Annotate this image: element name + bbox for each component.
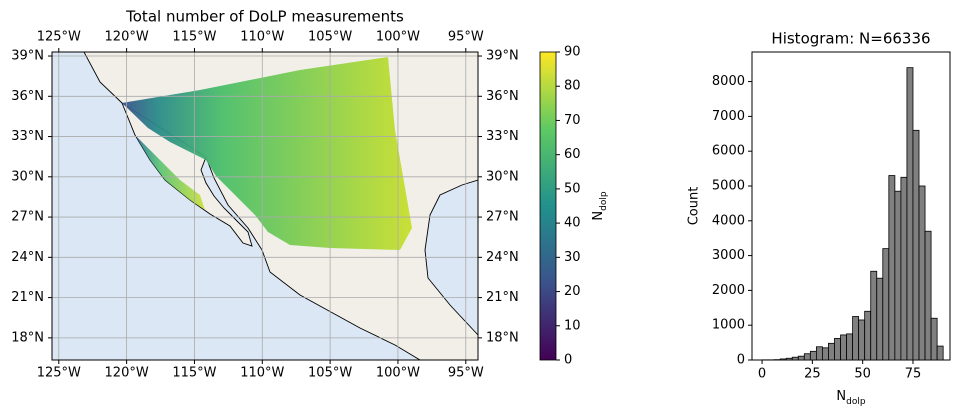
bar bbox=[882, 248, 890, 361]
y-tick-label: 21°N bbox=[486, 290, 519, 305]
map-title: Total number of DoLP measurements bbox=[125, 8, 404, 26]
x-tick-label: 100°W bbox=[376, 366, 420, 381]
bar bbox=[785, 357, 793, 361]
colorbar-tick-label: 90 bbox=[564, 45, 581, 60]
colorbar-label-sub: dolp bbox=[599, 191, 609, 211]
y-tick-label: 4000 bbox=[712, 213, 745, 228]
x-tick-label: 105°W bbox=[308, 366, 352, 381]
bar bbox=[888, 175, 896, 361]
bar bbox=[815, 346, 823, 361]
y-tick-label: 27°N bbox=[11, 210, 44, 225]
y-tick-label: 2000 bbox=[712, 283, 745, 298]
colorbar-tick-label: 80 bbox=[564, 79, 581, 94]
bar bbox=[797, 355, 805, 361]
bar bbox=[840, 334, 847, 361]
map bbox=[52, 52, 478, 360]
bar bbox=[834, 338, 841, 361]
y-tick-label: 21°N bbox=[11, 290, 44, 305]
x-tick-label: 115°W bbox=[172, 30, 216, 45]
bar bbox=[894, 190, 902, 361]
bar bbox=[828, 342, 835, 361]
x-tick-label: 125°W bbox=[37, 366, 81, 381]
x-tick-label: 105°W bbox=[308, 30, 352, 45]
x-axis-label: Ndolp bbox=[836, 389, 865, 407]
y-tick-label: 39°N bbox=[486, 49, 519, 64]
y-tick-label: 6000 bbox=[712, 144, 745, 159]
colorbar bbox=[539, 51, 557, 361]
colorbar-label-main: N bbox=[591, 211, 606, 221]
x-axis-label-sub: dolp bbox=[846, 397, 866, 407]
bar bbox=[858, 319, 866, 361]
x-tick-label: 95°W bbox=[448, 366, 484, 381]
x-axis-label-main: N bbox=[836, 389, 846, 404]
bar bbox=[803, 353, 811, 361]
y-tick-label: 8000 bbox=[712, 74, 745, 89]
x-tick-label: 100°W bbox=[376, 30, 420, 45]
y-tick-label: 33°N bbox=[486, 129, 519, 144]
colorbar-tick-label: 50 bbox=[564, 181, 581, 196]
colorbar-tick-label: 60 bbox=[564, 147, 581, 162]
y-tick-label: 30°N bbox=[11, 169, 44, 184]
colorbar-tick-label: 20 bbox=[564, 284, 581, 299]
bar bbox=[870, 270, 878, 361]
histogram-title: Histogram: N=66336 bbox=[771, 30, 930, 48]
y-tick-label: 7000 bbox=[712, 109, 745, 124]
y-tick-label: 24°N bbox=[486, 250, 519, 265]
colorbar-tick-label: 10 bbox=[564, 318, 581, 333]
x-tick-label: 120°W bbox=[105, 366, 149, 381]
map-frame bbox=[51, 51, 479, 361]
bar bbox=[809, 350, 817, 361]
y-tick-label: 18°N bbox=[486, 330, 519, 345]
y-tick-label: 39°N bbox=[11, 49, 44, 64]
y-tick-label: 3000 bbox=[712, 248, 745, 263]
bar bbox=[930, 317, 938, 361]
colorbar-tick-label: 30 bbox=[564, 250, 581, 265]
y-tick-label: 18°N bbox=[11, 330, 44, 345]
y-tick-label: 5000 bbox=[712, 178, 745, 193]
x-tick-label: 75 bbox=[905, 367, 922, 382]
x-tick-label: 95°W bbox=[448, 30, 484, 45]
x-tick-label: 0 bbox=[758, 367, 766, 382]
x-tick-label: 50 bbox=[854, 367, 871, 382]
bar bbox=[918, 185, 926, 361]
measurement-swath bbox=[135, 135, 205, 210]
bar bbox=[779, 358, 787, 361]
colorbar-tick-label: 70 bbox=[564, 113, 581, 128]
y-tick-label: 27°N bbox=[486, 210, 519, 225]
y-tick-label: 36°N bbox=[486, 89, 519, 104]
y-tick-label: 30°N bbox=[486, 169, 519, 184]
x-tick-label: 110°W bbox=[240, 366, 284, 381]
bar bbox=[936, 345, 944, 361]
y-tick-label: 33°N bbox=[11, 129, 44, 144]
bar bbox=[846, 333, 854, 361]
bar bbox=[900, 176, 908, 361]
bar bbox=[876, 277, 884, 361]
bar bbox=[924, 230, 932, 361]
colorbar-tick-label: 40 bbox=[564, 216, 581, 231]
y-tick-label: 24°N bbox=[11, 250, 44, 265]
x-tick-label: 110°W bbox=[240, 30, 284, 45]
bar bbox=[864, 310, 872, 361]
bar bbox=[791, 356, 799, 361]
x-tick-label: 120°W bbox=[105, 30, 149, 45]
bar bbox=[906, 67, 914, 361]
colorbar-tick-label: 0 bbox=[564, 353, 572, 368]
bar bbox=[852, 316, 860, 361]
x-tick-label: 125°W bbox=[37, 30, 81, 45]
x-tick-label: 115°W bbox=[172, 366, 216, 381]
y-tick-label: 0 bbox=[737, 353, 745, 368]
colorbar-label: Ndolp bbox=[591, 191, 609, 220]
y-tick-label: 36°N bbox=[11, 89, 44, 104]
y-tick-label: 1000 bbox=[712, 318, 745, 333]
bar bbox=[912, 129, 920, 361]
y-axis-label: Count bbox=[687, 187, 702, 226]
bar bbox=[822, 347, 829, 361]
x-tick-label: 25 bbox=[804, 367, 821, 382]
